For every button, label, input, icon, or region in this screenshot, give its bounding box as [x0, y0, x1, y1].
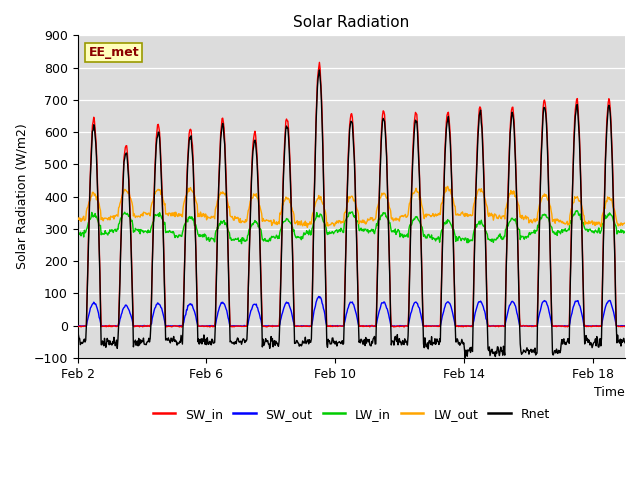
Title: Solar Radiation: Solar Radiation [293, 15, 410, 30]
X-axis label: Time: Time [595, 386, 625, 399]
Text: EE_met: EE_met [88, 46, 140, 60]
Y-axis label: Solar Radiation (W/m2): Solar Radiation (W/m2) [15, 124, 28, 269]
Legend: SW_in, SW_out, LW_in, LW_out, Rnet: SW_in, SW_out, LW_in, LW_out, Rnet [148, 403, 555, 426]
